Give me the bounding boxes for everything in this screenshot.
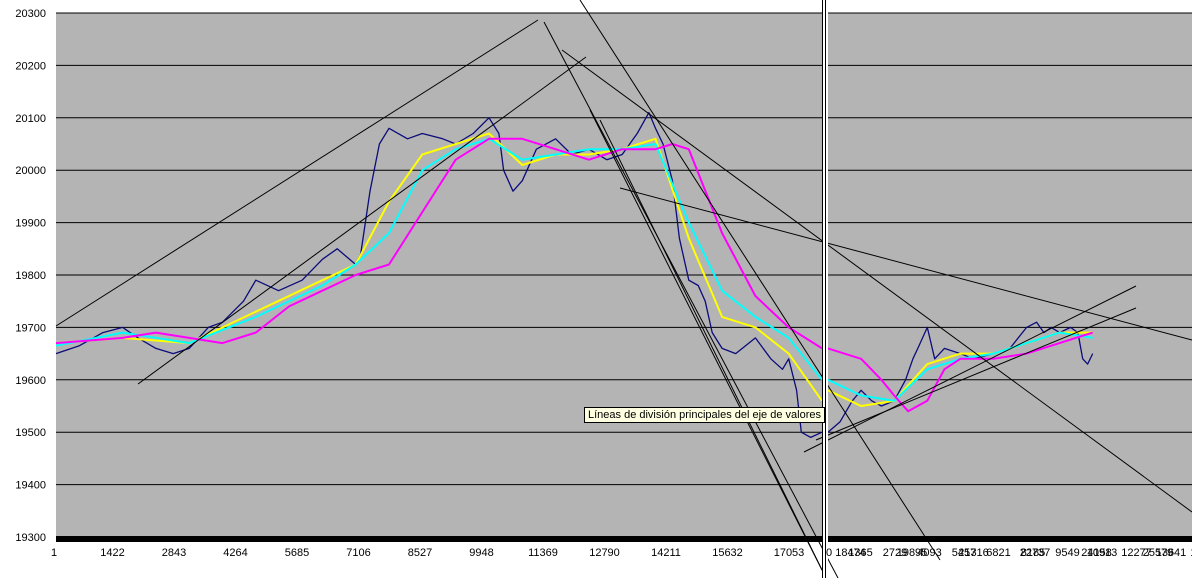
x-tick-label-right: 6821 [986,547,1010,559]
x-tick-label-left: 11369 [528,547,558,559]
x-tick-label-left: 17053 [774,547,805,559]
left-series-line-3 [55,137,823,350]
y-tick-label: 19600 [15,375,46,387]
x-tick-label-left: 24158 [1081,547,1112,559]
x-tick-label-left: 12790 [589,547,620,559]
x-tick-label-right: 1365 [848,547,872,559]
y-tick-label: 20200 [15,60,46,72]
x-tick-label-left: 1 [51,547,57,559]
series-group-right [827,321,1094,433]
trendline [803,285,1137,453]
x-tick-label-right: 4093 [917,547,941,559]
trendline [579,0,941,561]
y-tick-label: 20300 [15,8,46,20]
trendline [619,187,1192,341]
x-tick-label-right: 0 [826,547,832,559]
series-group-left [55,111,823,439]
x-axis-ticks-right: 0 1365 2729 4093 5457 6821 8185 9549 10913 12277 1… [826,547,1192,559]
trendline [543,21,839,578]
x-tick-label-left: 5685 [285,547,309,559]
x-tick-label-right: 10913 [1087,547,1118,559]
x-tick-label-left: 15632 [712,547,743,559]
x-tick-label-left: 21316 [958,547,989,559]
left-series-line-2 [55,137,823,381]
trendline [815,307,1137,441]
x-tick-label-left: 1422 [100,547,124,559]
y-axis-ticks: 19300 19400 19500 19600 19700 19800 19900 20000… [15,8,46,544]
x-tick-label-right: 12277 [1121,547,1152,559]
right-series-line-3 [827,331,1094,413]
y-tick-label: 20000 [15,165,46,177]
y-tick-label: 19900 [15,218,46,230]
x-tick-label-right: 2729 [883,547,907,559]
x-tick-label-left: 4264 [223,547,247,559]
x-tick-label-left: 9948 [469,547,493,559]
y-tick-label: 19400 [15,480,46,492]
trendline [137,56,587,385]
trendline [561,49,1192,513]
x-tick-label-right: 8185 [1021,547,1045,559]
y-tick-label: 19500 [15,427,46,439]
y-tick-label: 19800 [15,270,46,282]
x-axis-band [56,536,1192,542]
gridline-tooltip: Líneas de división principales del eje d… [584,407,825,423]
trendline [55,19,539,327]
x-tick-label-left: 19895 [897,547,928,559]
x-tick-label-left: 8527 [408,547,432,559]
y-tick-label: 20100 [15,113,46,125]
grid-lines-left [56,12,822,538]
trendline [589,109,823,571]
trendlines [55,0,1192,578]
trendline [599,119,827,578]
left-series-line-0 [55,111,823,439]
x-tick-label-right: 5457 [952,547,976,559]
x-tick-label-right: 9549 [1055,547,1079,559]
x-axis-ticks-left: 1 1422 2843 4264 5685 7106 8527 9948 11369 12790 1… [51,547,1174,559]
y-tick-label: 19700 [15,322,46,334]
y-tick-label: 19300 [15,532,46,544]
x-tick-label-left: 22737 [1020,547,1051,559]
x-tick-label-right: 15005 [1190,547,1192,559]
x-tick-label-left: 18474 [835,547,866,559]
x-tick-label-left: 25579 [1143,547,1174,559]
x-tick-label-left: 14211 [651,547,681,559]
x-tick-label-right: 13641 [1156,547,1187,559]
x-tick-label-left: 7106 [346,547,370,559]
x-tick-label-left: 2843 [162,547,186,559]
